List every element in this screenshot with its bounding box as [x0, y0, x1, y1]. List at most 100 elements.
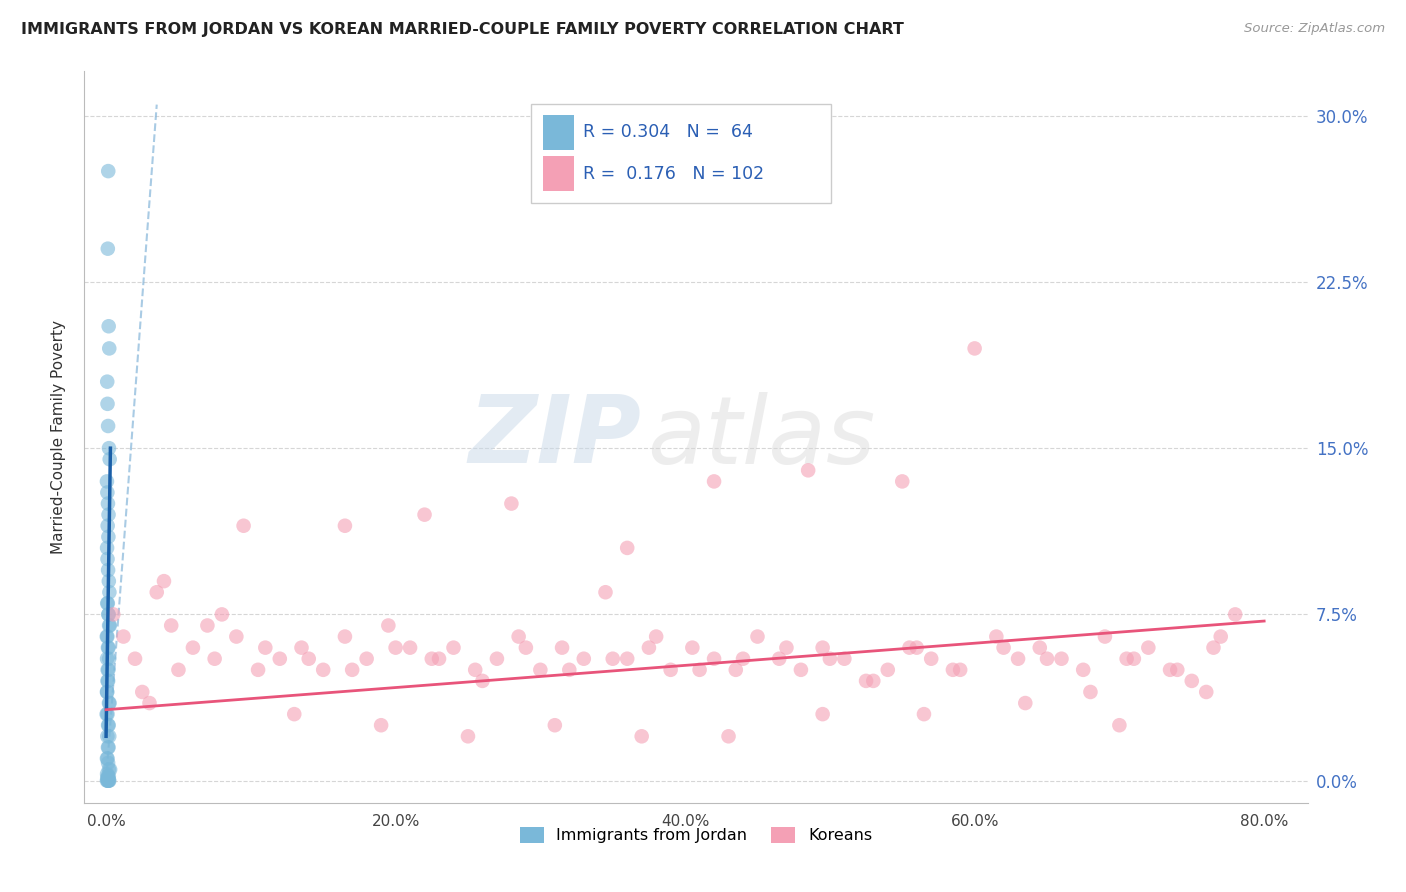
Y-axis label: Married-Couple Family Poverty: Married-Couple Family Poverty	[51, 320, 66, 554]
Point	[834, 651, 856, 665]
Point	[96, 630, 118, 644]
Point	[97, 419, 120, 434]
Point	[340, 663, 363, 677]
Point	[96, 552, 118, 566]
Point	[420, 651, 443, 665]
Point	[1071, 663, 1094, 677]
Point	[97, 640, 120, 655]
Text: R =  0.176   N = 102: R = 0.176 N = 102	[583, 165, 765, 183]
Point	[96, 375, 118, 389]
Point	[905, 640, 928, 655]
Point	[920, 651, 942, 665]
Point	[98, 441, 121, 455]
Point	[247, 663, 270, 677]
Point	[443, 640, 465, 655]
Point	[731, 651, 754, 665]
Point	[131, 685, 153, 699]
Point	[96, 685, 118, 699]
Point	[558, 663, 581, 677]
Point	[96, 651, 118, 665]
Point	[333, 518, 356, 533]
Point	[1209, 630, 1232, 644]
Point	[1195, 685, 1218, 699]
Point	[855, 673, 877, 688]
Point	[645, 630, 668, 644]
Point	[747, 630, 769, 644]
Point	[1036, 651, 1059, 665]
Point	[529, 663, 551, 677]
Point	[384, 640, 406, 655]
Point	[98, 773, 121, 788]
Point	[197, 618, 219, 632]
Point	[124, 651, 146, 665]
Text: R = 0.304   N =  64: R = 0.304 N = 64	[583, 123, 754, 141]
Point	[775, 640, 797, 655]
Point	[616, 541, 638, 555]
Point	[98, 618, 121, 632]
Point	[97, 673, 120, 688]
Point	[97, 563, 120, 577]
Point	[399, 640, 422, 655]
Point	[457, 729, 479, 743]
Point	[96, 673, 118, 688]
Point	[413, 508, 436, 522]
Point	[1159, 663, 1181, 677]
Point	[269, 651, 291, 665]
Point	[97, 773, 120, 788]
Point	[97, 596, 120, 610]
Point	[145, 585, 167, 599]
Point	[630, 729, 652, 743]
Point	[471, 673, 494, 688]
Point	[96, 630, 118, 644]
Point	[818, 651, 841, 665]
Point	[1007, 651, 1029, 665]
Point	[96, 685, 118, 699]
Point	[993, 640, 1015, 655]
Point	[97, 718, 120, 732]
Point	[97, 663, 120, 677]
Point	[97, 607, 120, 622]
Point	[98, 696, 121, 710]
Point	[181, 640, 204, 655]
Text: ZIP: ZIP	[468, 391, 641, 483]
Point	[96, 485, 118, 500]
Point	[97, 319, 120, 334]
Point	[225, 630, 247, 644]
Point	[427, 651, 450, 665]
Point	[167, 663, 190, 677]
Point	[1014, 696, 1036, 710]
Point	[112, 630, 135, 644]
Point	[1225, 607, 1247, 622]
Point	[501, 497, 523, 511]
Point	[97, 773, 120, 788]
Point	[1108, 718, 1130, 732]
Point	[659, 663, 682, 677]
Point	[283, 707, 305, 722]
Point	[689, 663, 711, 677]
Point	[862, 673, 884, 688]
Text: atlas: atlas	[647, 392, 876, 483]
Point	[254, 640, 277, 655]
Point	[97, 607, 120, 622]
Point	[1080, 685, 1102, 699]
Point	[949, 663, 972, 677]
Point	[98, 585, 121, 599]
Point	[986, 630, 1008, 644]
Point	[97, 773, 120, 788]
Point	[96, 596, 118, 610]
Point	[377, 618, 399, 632]
Point	[1181, 673, 1204, 688]
Point	[97, 756, 120, 770]
Point	[544, 718, 567, 732]
Point	[1029, 640, 1052, 655]
Point	[891, 475, 914, 489]
Point	[160, 618, 183, 632]
Point	[97, 718, 120, 732]
Point	[97, 508, 120, 522]
Point	[572, 651, 595, 665]
Point	[96, 729, 118, 743]
Point	[96, 772, 118, 786]
Point	[97, 769, 120, 783]
Point	[298, 651, 321, 665]
Point	[97, 773, 120, 788]
